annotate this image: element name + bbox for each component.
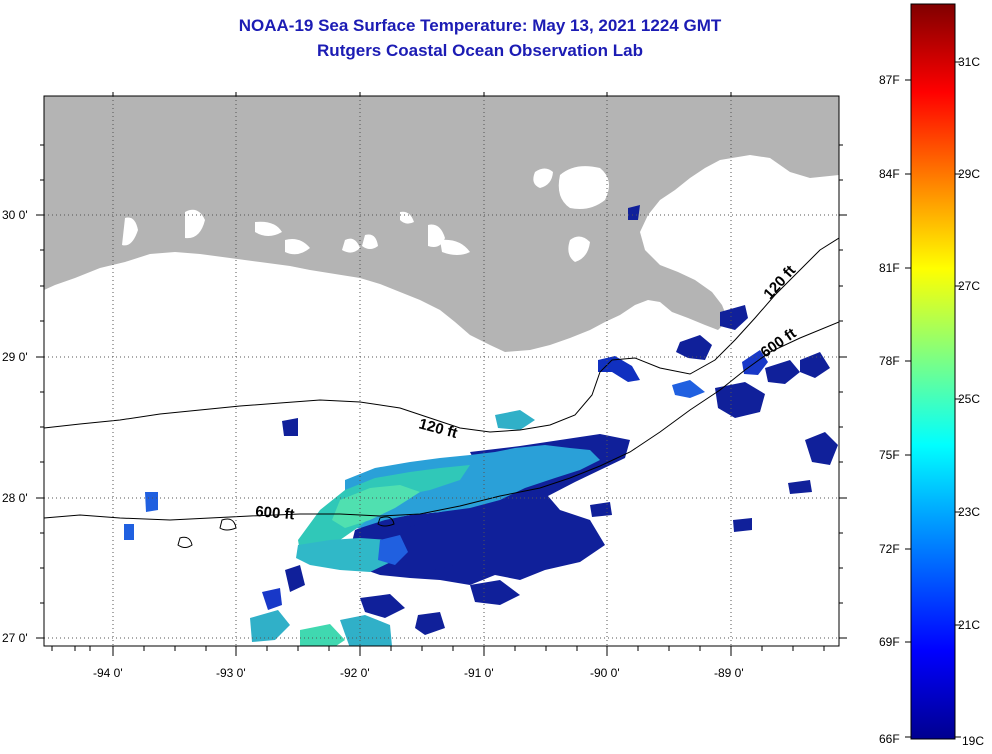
lon-label-94: -94 0' (93, 666, 123, 680)
f-label: 84F (879, 167, 900, 181)
contour-label-600ft: 600 ft (255, 503, 296, 523)
sst-patches (124, 205, 838, 646)
f-label: 69F (879, 635, 900, 649)
colorbar-c-labels: 31C 29C 27C 25C 23C 21C 19C (958, 55, 984, 748)
lon-label-91: -91 0' (464, 666, 494, 680)
lat-label-27: 27 0' (2, 631, 28, 645)
lon-label-92: -92 0' (340, 666, 370, 680)
c-label: 29C (958, 167, 980, 181)
c-label: 21C (958, 618, 980, 632)
map-title: NOAA-19 Sea Surface Temperature: May 13,… (238, 16, 722, 35)
f-label: 75F (879, 448, 900, 462)
axis-ticks (36, 92, 847, 656)
lon-label-90: -90 0' (590, 666, 620, 680)
c-label: 31C (958, 55, 980, 69)
colorbar (910, 3, 956, 740)
f-label: 81F (879, 261, 900, 275)
lon-label-89: -89 0' (714, 666, 744, 680)
land-mass (44, 96, 839, 352)
c-label: 25C (958, 392, 980, 406)
c-label: 23C (958, 505, 980, 519)
c-label: 27C (958, 279, 980, 293)
lat-label-28: 28 0' (2, 491, 28, 505)
graticule (44, 96, 839, 646)
lon-label-93: -93 0' (216, 666, 246, 680)
lat-label-29: 29 0' (2, 350, 28, 364)
f-label: 87F (879, 73, 900, 87)
colorbar-f-labels: 87F 84F 81F 78F 75F 72F 69F 66F (879, 73, 900, 746)
lakes (122, 166, 752, 262)
c-label: 19C (962, 734, 984, 748)
f-label: 78F (879, 354, 900, 368)
lat-label-30: 30 0' (2, 208, 28, 222)
map-subtitle: Rutgers Coastal Ocean Observation Lab (317, 41, 643, 60)
map-frame (43, 95, 840, 647)
colorbar-ticks (905, 61, 961, 738)
f-label: 72F (879, 542, 900, 556)
f-label: 66F (879, 732, 900, 746)
